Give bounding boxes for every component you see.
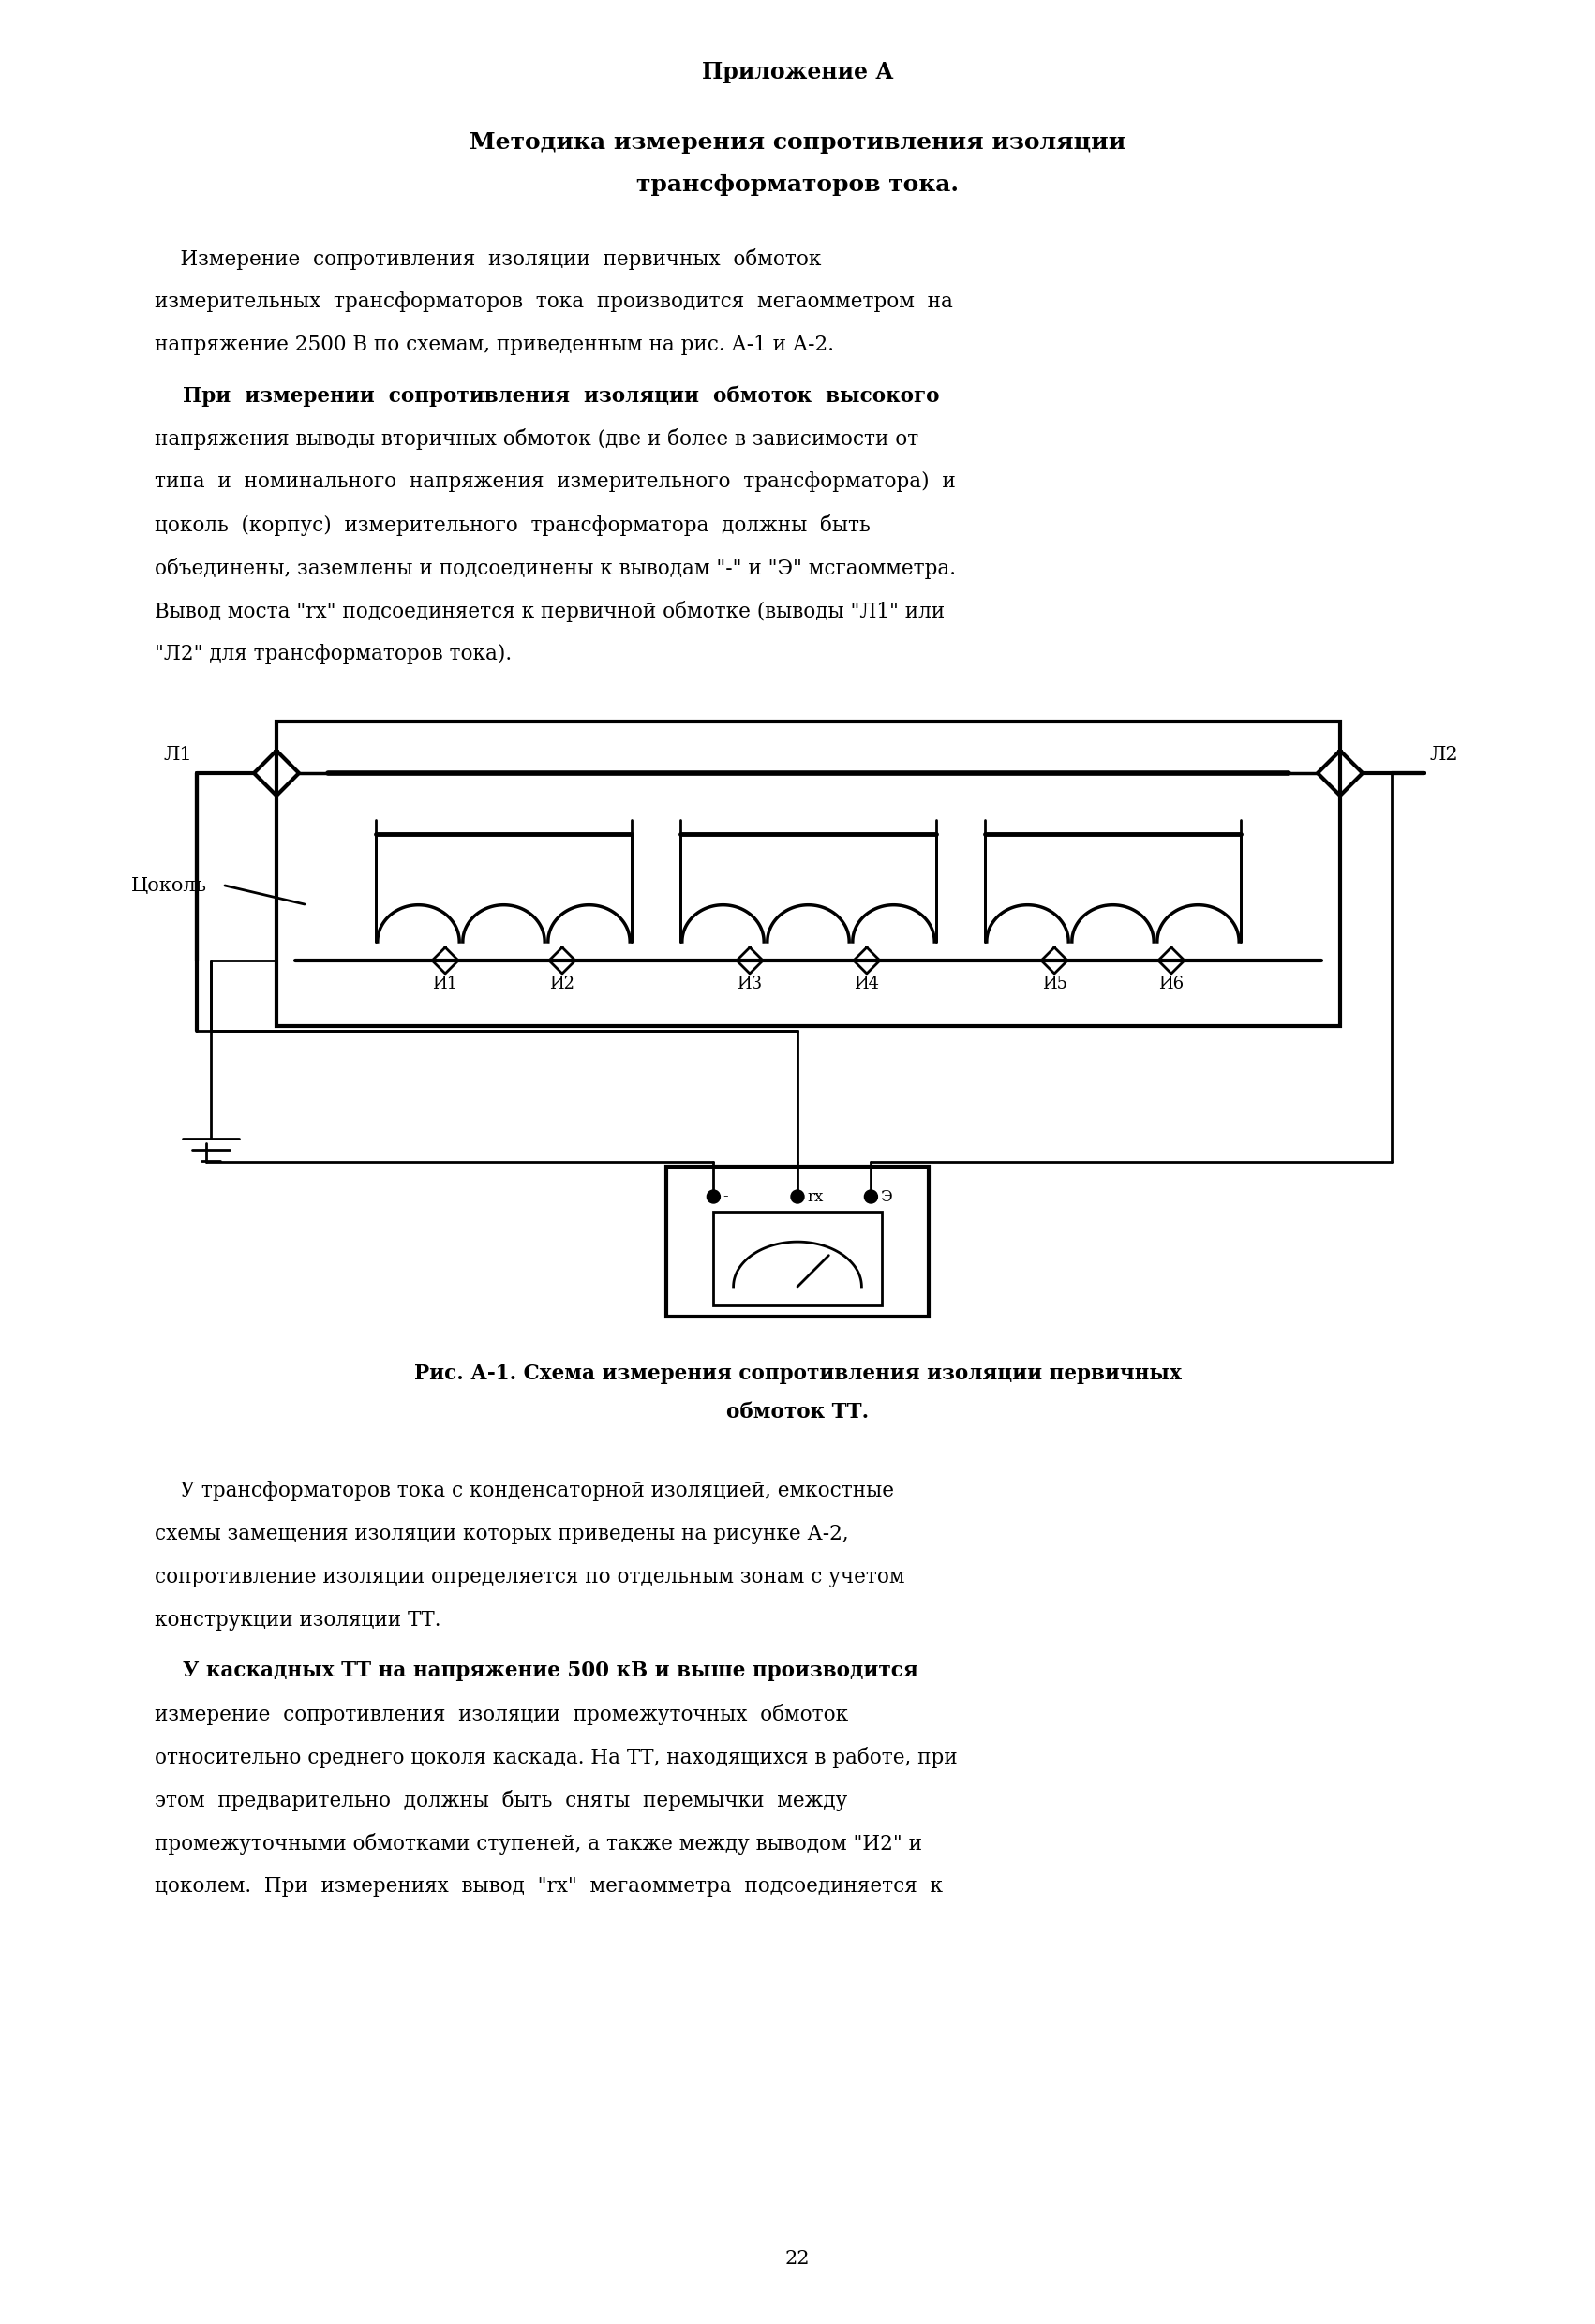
Bar xyxy=(667,1167,928,1318)
Text: трансформаторов тока.: трансформаторов тока. xyxy=(636,174,959,195)
Text: напряжение 2500 В по схемам, приведенным на рис. А-1 и А-2.: напряжение 2500 В по схемам, приведенным… xyxy=(155,335,834,356)
Text: -: - xyxy=(723,1188,729,1204)
Text: И5: И5 xyxy=(1042,976,1067,992)
Text: У трансформаторов тока с конденсаторной изоляцией, емкостные: У трансформаторов тока с конденсаторной … xyxy=(155,1480,895,1501)
Text: цоколем.  При  измерениях  вывод  "rх"  мегаомметра  подсоединяется  к: цоколем. При измерениях вывод "rх" мегао… xyxy=(155,1875,943,1896)
Text: И4: И4 xyxy=(853,976,879,992)
Text: У каскадных ТТ на напряжение 500 кВ и выше производится: У каскадных ТТ на напряжение 500 кВ и вы… xyxy=(155,1662,919,1680)
Text: промежуточными обмотками ступеней, а также между выводом "И2" и: промежуточными обмотками ступеней, а так… xyxy=(155,1834,922,1855)
Text: этом  предварительно  должны  быть  сняты  перемычки  между: этом предварительно должны быть сняты пе… xyxy=(155,1789,847,1810)
Text: измерение  сопротивления  изоляции  промежуточных  обмоток: измерение сопротивления изоляции промежу… xyxy=(155,1703,849,1724)
Text: Л2: Л2 xyxy=(1429,746,1458,765)
Text: относительно среднего цоколя каскада. На ТТ, находящихся в работе, при: относительно среднего цоколя каскада. На… xyxy=(155,1748,957,1769)
Text: Приложение А: Приложение А xyxy=(702,60,893,84)
Bar xyxy=(713,1211,882,1306)
Bar xyxy=(276,720,1340,1027)
Text: измерительных  трансформаторов  тока  производится  мегаомметром  на: измерительных трансформаторов тока произ… xyxy=(155,290,952,311)
Circle shape xyxy=(707,1190,719,1204)
Text: типа  и  номинального  напряжения  измерительного  трансформатора)  и: типа и номинального напряжения измерител… xyxy=(155,472,955,493)
Text: Рис. А-1. Схема измерения сопротивления изоляции первичных: Рис. А-1. Схема измерения сопротивления … xyxy=(413,1364,1182,1385)
Text: конструкции изоляции ТТ.: конструкции изоляции ТТ. xyxy=(155,1611,440,1631)
Text: Э: Э xyxy=(880,1188,892,1204)
Text: 22: 22 xyxy=(785,2250,810,2268)
Circle shape xyxy=(864,1190,877,1204)
Text: сопротивление изоляции определяется по отдельным зонам с учетом: сопротивление изоляции определяется по о… xyxy=(155,1566,904,1587)
Text: И6: И6 xyxy=(1158,976,1183,992)
Text: "Л2" для трансформаторов тока).: "Л2" для трансформаторов тока). xyxy=(155,644,512,665)
Text: Вывод моста "rх" подсоединяется к первичной обмотке (выводы "Л1" или: Вывод моста "rх" подсоединяется к первич… xyxy=(155,600,944,623)
Text: обмоток ТТ.: обмоток ТТ. xyxy=(726,1401,869,1422)
Text: rх: rх xyxy=(807,1188,823,1204)
Text: напряжения выводы вторичных обмоток (две и более в зависимости от: напряжения выводы вторичных обмоток (две… xyxy=(155,428,919,451)
Text: цоколь  (корпус)  измерительного  трансформатора  должны  быть: цоколь (корпус) измерительного трансформ… xyxy=(155,514,871,537)
Text: И2: И2 xyxy=(550,976,574,992)
Circle shape xyxy=(791,1190,804,1204)
Text: Л1: Л1 xyxy=(163,746,191,765)
Text: схемы замещения изоляции которых приведены на рисунке А-2,: схемы замещения изоляции которых приведе… xyxy=(155,1525,849,1545)
Text: Цоколь: Цоколь xyxy=(131,876,207,895)
Text: Методика измерения сопротивления изоляции: Методика измерения сопротивления изоляци… xyxy=(469,130,1126,153)
Text: При  измерении  сопротивления  изоляции  обмоток  высокого: При измерении сопротивления изоляции обм… xyxy=(155,386,939,407)
Text: И1: И1 xyxy=(432,976,458,992)
Text: Измерение  сопротивления  изоляции  первичных  обмоток: Измерение сопротивления изоляции первичн… xyxy=(155,249,821,270)
Text: объединены, заземлены и подсоединены к выводам "-" и "Э" мсгаомметра.: объединены, заземлены и подсоединены к в… xyxy=(155,558,955,579)
Text: И3: И3 xyxy=(737,976,762,992)
